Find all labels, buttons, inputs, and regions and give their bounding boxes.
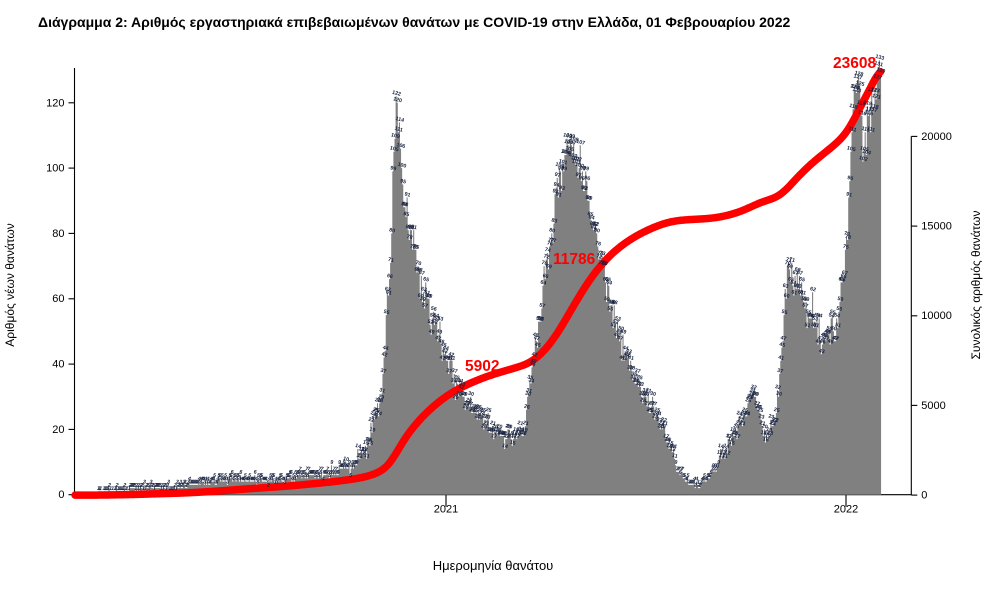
svg-text:60: 60 [52,293,64,305]
svg-text:107: 107 [575,139,585,147]
svg-text:Ημερομηνία θανάτου: Ημερομηνία θανάτου [433,558,554,573]
svg-text:30: 30 [649,391,656,398]
svg-text:Συνολικός αριθμός θανάτων: Συνολικός αριθμός θανάτων [969,210,983,359]
svg-text:5000: 5000 [921,400,945,412]
svg-text:120: 120 [392,96,402,104]
svg-text:11786: 11786 [553,251,596,268]
svg-text:96: 96 [583,175,590,182]
svg-text:20: 20 [52,424,64,436]
svg-text:15000: 15000 [921,221,952,233]
svg-text:2021: 2021 [434,504,458,516]
svg-text:65: 65 [422,276,429,283]
svg-text:100: 100 [46,163,64,175]
svg-text:120: 120 [46,97,64,109]
svg-text:Αριθμός νέων θανάτων: Αριθμός νέων θανάτων [3,223,17,346]
svg-text:62: 62 [809,286,816,293]
svg-text:121: 121 [871,93,881,101]
svg-text:91: 91 [404,191,411,198]
svg-text:80: 80 [52,228,64,240]
svg-text:109: 109 [390,132,400,140]
svg-text:20000: 20000 [921,131,952,143]
svg-text:23608: 23608 [833,55,876,72]
svg-text:0: 0 [58,489,64,501]
svg-text:64: 64 [605,280,612,287]
svg-text:0: 0 [921,490,927,502]
svg-text:123: 123 [852,86,862,94]
svg-text:10000: 10000 [921,310,952,322]
svg-text:5902: 5902 [465,358,499,375]
svg-text:105: 105 [846,145,856,153]
svg-text:40: 40 [52,359,64,371]
svg-text:2022: 2022 [834,504,858,516]
